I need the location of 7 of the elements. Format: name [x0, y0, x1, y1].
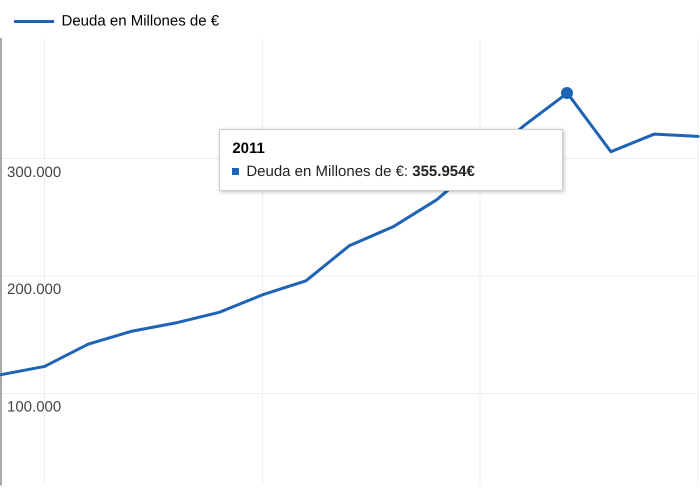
annotation: 2011 — [232, 140, 266, 158]
annotation: Deuda en Millones de €: 355.954€ — [246, 163, 475, 180]
tooltip-box: 2011 Deuda en Millones de €: 355.954€ — [219, 129, 564, 192]
y-tick-label: 100.000 — [7, 398, 62, 416]
y-tick-label: 300.000 — [7, 164, 62, 181]
legend-label: Deuda en Millones de € — [62, 12, 220, 30]
y-tick-label: 200.000 — [7, 281, 62, 298]
